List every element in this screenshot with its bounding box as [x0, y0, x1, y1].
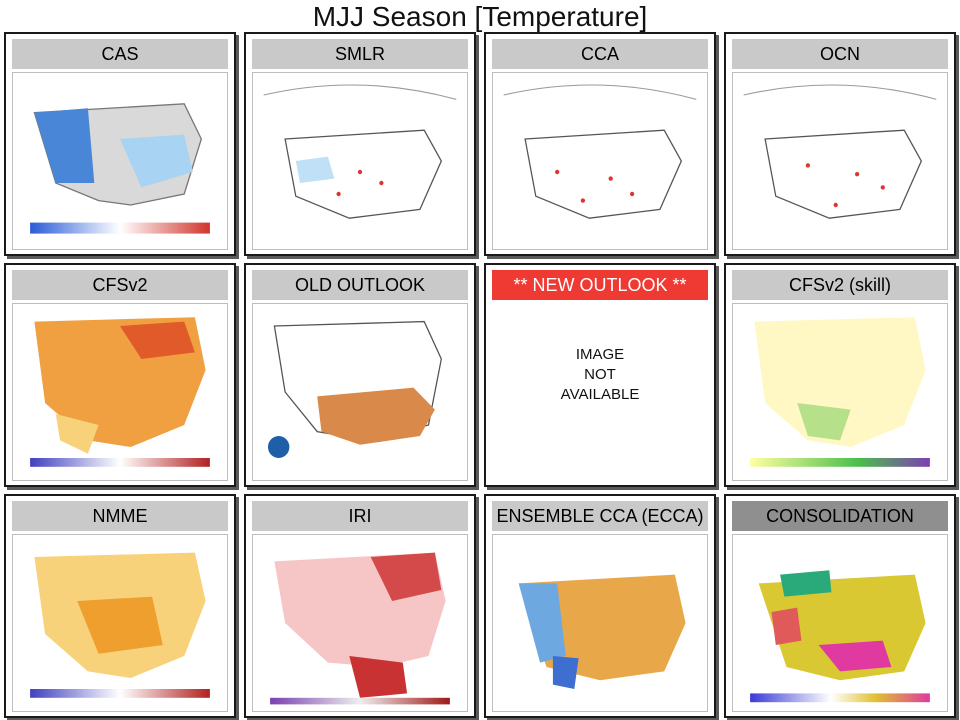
panel-header: ENSEMBLE CCA (ECCA) — [492, 501, 708, 531]
panel-header: SMLR — [252, 39, 468, 69]
model-panel-grid: CAS SMLR — [4, 32, 956, 718]
ecca-map-graphic — [493, 535, 707, 711]
cfsv2-map-graphic — [13, 304, 227, 480]
panel-cca[interactable]: CCA — [484, 32, 716, 256]
unavailable-line-3: AVAILABLE — [560, 386, 640, 403]
panel-consolidation[interactable]: CONSOLIDATION — [724, 494, 956, 718]
panel-header: CAS — [12, 39, 228, 69]
cfsv2-skill-map-graphic — [733, 304, 947, 480]
consolidation-map-graphic — [733, 535, 947, 711]
temperature-map-icon — [732, 303, 948, 481]
temperature-map-icon — [732, 534, 948, 712]
nmme-map-graphic — [13, 535, 227, 711]
temperature-map-icon — [12, 303, 228, 481]
panel-header: IRI — [252, 501, 468, 531]
panel-nmme[interactable]: NMME — [4, 494, 236, 718]
temperature-map-icon — [252, 303, 468, 481]
panel-header: CONSOLIDATION — [732, 501, 948, 531]
panel-header: ** NEW OUTLOOK ** — [492, 270, 708, 300]
image-not-available: IMAGE NOT AVAILABLE — [486, 345, 714, 405]
temperature-map-icon — [252, 72, 468, 250]
ocn-map-graphic — [733, 73, 947, 249]
panel-header: OCN — [732, 39, 948, 69]
panel-header: OLD OUTLOOK — [252, 270, 468, 300]
panel-header: CFSv2 — [12, 270, 228, 300]
panel-header: CCA — [492, 39, 708, 69]
panel-header: NMME — [12, 501, 228, 531]
panel-cfsv2[interactable]: CFSv2 — [4, 263, 236, 487]
smlr-map-graphic — [253, 73, 467, 249]
cas-map-graphic — [13, 73, 227, 249]
panel-cas[interactable]: CAS — [4, 32, 236, 256]
cca-map-graphic — [493, 73, 707, 249]
temperature-map-icon — [252, 534, 468, 712]
unavailable-line-2: NOT — [584, 366, 616, 383]
iri-map-graphic — [253, 535, 467, 711]
temperature-map-icon — [12, 72, 228, 250]
panel-ecca[interactable]: ENSEMBLE CCA (ECCA) — [484, 494, 716, 718]
panel-iri[interactable]: IRI — [244, 494, 476, 718]
panel-cfsv2-skill[interactable]: CFSv2 (skill) — [724, 263, 956, 487]
panel-new-outlook[interactable]: ** NEW OUTLOOK ** IMAGE NOT AVAILABLE — [484, 263, 716, 487]
temperature-map-icon — [492, 72, 708, 250]
temperature-map-icon — [492, 534, 708, 712]
old-outlook-map-graphic — [253, 304, 467, 480]
temperature-map-icon — [12, 534, 228, 712]
page-title: MJJ Season [Temperature] — [312, 1, 648, 32]
panel-ocn[interactable]: OCN — [724, 32, 956, 256]
panel-old-outlook[interactable]: OLD OUTLOOK — [244, 263, 476, 487]
temperature-map-icon — [732, 72, 948, 250]
panel-header: CFSv2 (skill) — [732, 270, 948, 300]
panel-smlr[interactable]: SMLR — [244, 32, 476, 256]
unavailable-line-1: IMAGE — [575, 346, 625, 363]
